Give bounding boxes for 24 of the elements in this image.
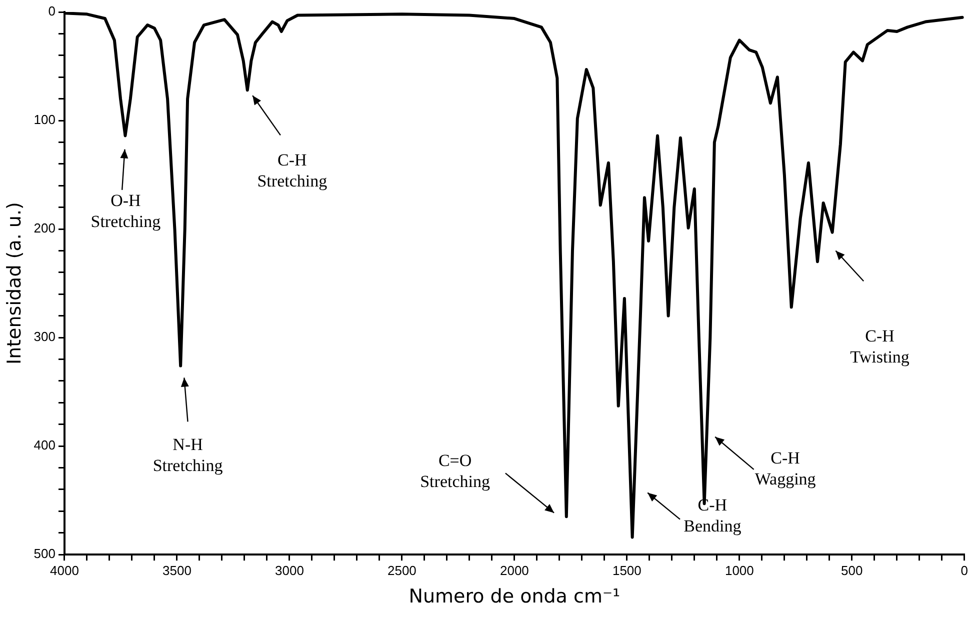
x-tick-label: 3000: [275, 562, 304, 578]
y-tick-label: 300: [34, 329, 56, 344]
x-tick-label: 2000: [500, 562, 529, 578]
annotation: C-H Twisting: [850, 326, 910, 366]
y-tick-label: 0: [48, 4, 56, 19]
x-tick-label: 4000: [50, 562, 79, 578]
x-tick-label: 3500: [162, 562, 192, 578]
annotation: C-H Stretching: [257, 150, 328, 190]
y-tick-label: 100: [34, 112, 56, 128]
y-tick-label: 500: [34, 546, 56, 562]
y-tick-label: 200: [34, 220, 56, 236]
annotation: O-H Stretching: [90, 191, 162, 232]
y-tick-label: 400: [34, 438, 56, 453]
annotation: C-H Bending: [684, 496, 742, 536]
annotation: C-H Wagging: [754, 448, 816, 488]
x-tick-label: 500: [841, 562, 863, 578]
x-tick-label: 2500: [387, 562, 416, 578]
x-axis-title: Numero de onda cm⁻¹: [408, 586, 620, 608]
annotation: C=O Stretching: [420, 451, 490, 492]
annotation: N-H Stretching: [152, 434, 224, 475]
x-tick-label: 1500: [612, 562, 642, 578]
x-tick-label: 0: [960, 562, 968, 578]
x-tick-label: 1000: [724, 562, 754, 578]
y-axis-title: Intensidad (a. u.): [3, 202, 26, 365]
